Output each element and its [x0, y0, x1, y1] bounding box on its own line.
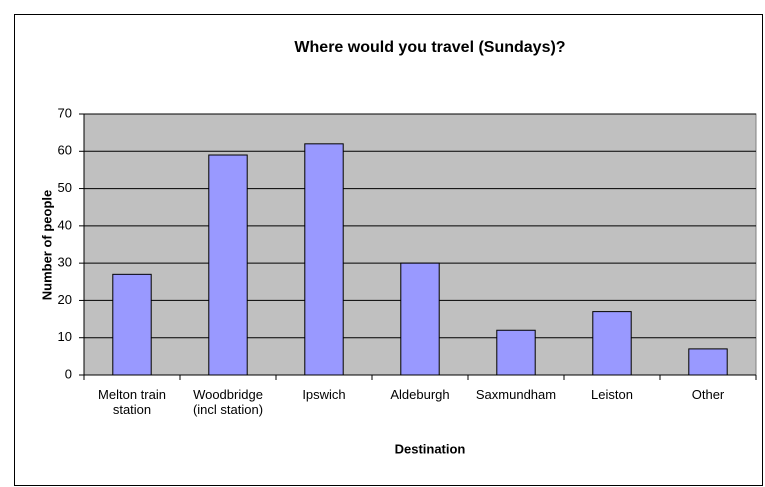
x-tick-label: Woodbridge (incl station): [192, 387, 264, 417]
y-tick-label: 60: [58, 143, 72, 158]
y-axis-label: Number of people: [39, 190, 54, 301]
x-tick-label: Saxmundham: [475, 387, 557, 402]
y-tick-label: 40: [58, 217, 72, 232]
y-tick-label: 10: [58, 329, 72, 344]
bar: [304, 143, 344, 376]
y-tick-label: 50: [58, 180, 72, 195]
y-tick-label: 0: [65, 366, 72, 381]
x-tick-label: Melton train station: [98, 387, 166, 417]
x-tick-label: Aldeburgh: [390, 387, 450, 402]
y-tick-label: 20: [58, 292, 72, 307]
bar: [496, 329, 536, 376]
y-tick-label: 30: [58, 255, 72, 270]
bar: [592, 311, 632, 376]
bar: [688, 348, 728, 376]
chart-title: Where would you travel (Sundays)?: [294, 39, 565, 56]
bar: [400, 262, 440, 376]
bar: [208, 154, 248, 376]
x-axis-label: Destination: [395, 441, 466, 456]
x-tick-label: Ipswich: [302, 387, 346, 402]
x-tick-label: Leiston: [591, 387, 633, 402]
x-tick-label: Other: [691, 387, 725, 402]
y-tick-label: 70: [58, 105, 72, 120]
bar: [112, 273, 152, 376]
